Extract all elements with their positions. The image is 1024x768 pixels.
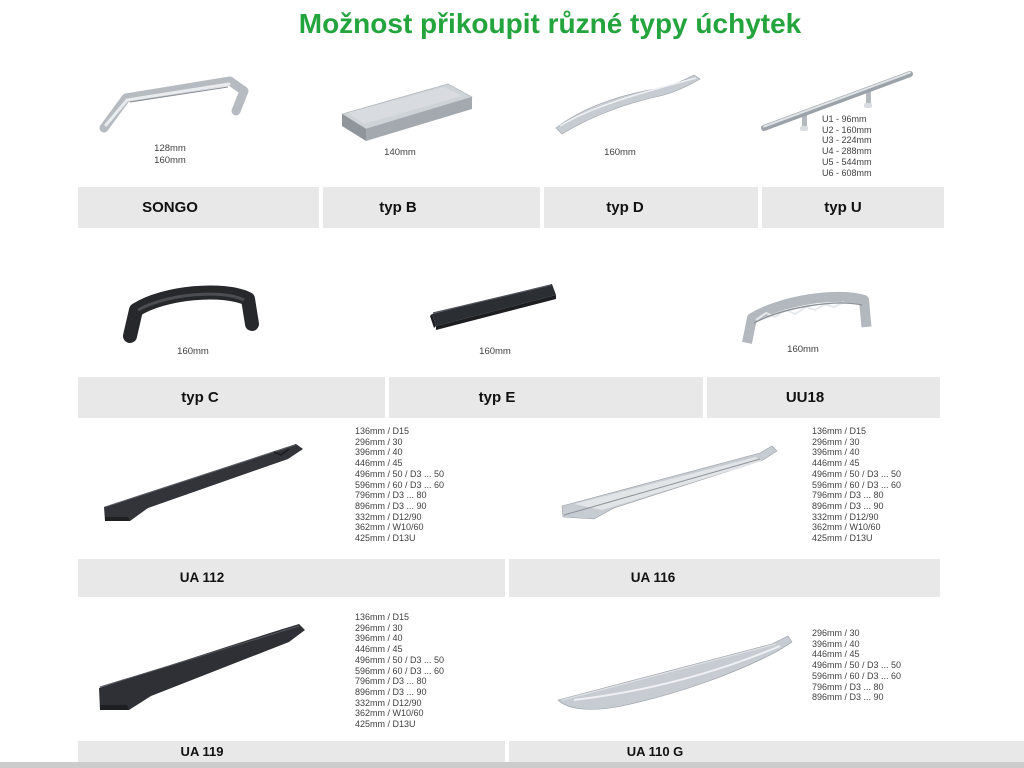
ua-110-g-curved-handle-image bbox=[548, 630, 806, 725]
typ-d-bow-handle-image bbox=[548, 70, 706, 138]
product-label-ua-110-g: UA 110 G bbox=[626, 744, 684, 759]
ua-119-sizes: 136mm / D15 296mm / 30 396mm / 40 446mm … bbox=[355, 612, 445, 730]
label-band-row1-seg2 bbox=[323, 187, 540, 228]
product-label-typ-b: typ B bbox=[379, 199, 417, 216]
ua-116-edge-handle-image bbox=[550, 440, 798, 535]
label-band-row3-seg2 bbox=[509, 559, 940, 597]
product-label-typ-u: typ U bbox=[824, 199, 862, 216]
label-band-row1-seg1 bbox=[78, 187, 319, 228]
product-label-songo: SONGO bbox=[142, 199, 198, 216]
product-label-ua-112: UA 112 bbox=[179, 570, 225, 585]
label-band-row3-seg1 bbox=[78, 559, 505, 597]
label-band-row4-seg2 bbox=[509, 741, 1024, 762]
label-band-row2-seg2 bbox=[389, 377, 703, 418]
label-band-row1-seg4 bbox=[762, 187, 944, 228]
bottom-strip bbox=[0, 762, 1024, 768]
typ-b-profile-handle-image bbox=[330, 80, 478, 142]
product-label-typ-e: typ E bbox=[478, 389, 516, 406]
product-label-ua-116: UA 116 bbox=[630, 570, 676, 585]
typ-d-sizes: 160mm bbox=[604, 147, 636, 158]
typ-c-sizes: 160mm bbox=[177, 346, 209, 357]
ua-116-sizes: 136mm / D15 296mm / 30 396mm / 40 446mm … bbox=[812, 426, 902, 544]
typ-u-sizes: U1 - 96mm U2 - 160mm U3 - 224mm U4 - 288… bbox=[822, 114, 872, 178]
ua-119-edge-handle-image bbox=[85, 618, 313, 723]
typ-u-rail-handle-image bbox=[760, 62, 918, 138]
songo-bow-handle-image bbox=[90, 66, 260, 138]
product-label-uu18: UU18 bbox=[785, 389, 825, 406]
ua-110-g-sizes: 296mm / 30 396mm / 40 446mm / 45 496mm /… bbox=[812, 628, 902, 703]
typ-c-bow-handle-image bbox=[112, 266, 272, 346]
ua-112-sizes: 136mm / D15 296mm / 30 396mm / 40 446mm … bbox=[355, 426, 445, 544]
label-band-row2-seg1 bbox=[78, 377, 385, 418]
uu18-twisted-handle-image bbox=[736, 278, 888, 348]
label-band-row2-seg3 bbox=[707, 377, 940, 418]
label-band-row1-seg3 bbox=[544, 187, 758, 228]
product-label-typ-d: typ D bbox=[606, 199, 644, 216]
typ-e-sizes: 160mm bbox=[479, 346, 511, 357]
product-label-ua-119: UA 119 bbox=[180, 744, 224, 759]
typ-e-bar-handle-image bbox=[426, 278, 568, 336]
songo-sizes: 128mm 160mm bbox=[154, 143, 186, 166]
uu18-sizes: 160mm bbox=[787, 344, 819, 355]
product-label-typ-c: typ C bbox=[181, 389, 219, 406]
typ-b-sizes: 140mm bbox=[384, 147, 416, 158]
ua-112-edge-handle-image bbox=[88, 435, 313, 543]
page-title: Možnost přikoupit různé typy úchytek bbox=[298, 8, 802, 39]
label-band-row4-seg1 bbox=[78, 741, 505, 762]
